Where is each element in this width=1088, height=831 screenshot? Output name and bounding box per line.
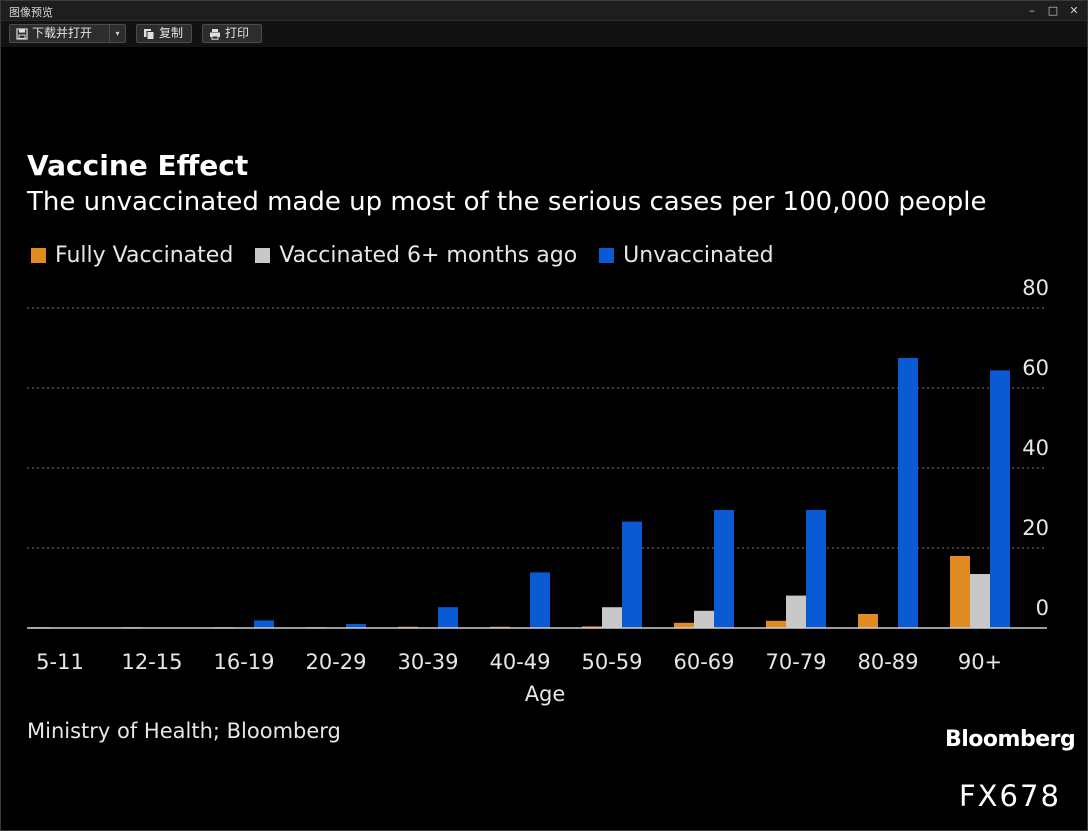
bar-fully-vaccinated-60-69 [674,622,694,628]
download-open-button[interactable]: 下载并打开 ▾ [9,24,126,43]
close-icon[interactable]: ✕ [1069,4,1079,17]
x-tick-label: 5-11 [36,650,84,674]
x-tick-label: 20-29 [305,650,366,674]
copy-icon [144,28,155,40]
source-note: Ministry of Health; Bloomberg [27,719,341,743]
bar-unvaccinated-50-59 [622,521,642,628]
bar-unvaccinated-20-29 [346,624,366,628]
bar-unvaccinated-60-69 [714,510,734,628]
maximize-icon[interactable]: □ [1047,4,1059,17]
legend-label: Fully Vaccinated [55,242,234,268]
window-title: 图像预览 [9,6,53,19]
chart-legend: Fully Vaccinated Vaccinated 6+ months ag… [31,241,796,269]
axes: 0 20 40 60 80 5-11 12-15 16-19 20-29 30-39 40-49 50… [27,276,1049,674]
bar-unvaccinated-16-19 [254,620,274,628]
bar-unvaccinated-40-49 [530,572,550,628]
bar-chart: 0 20 40 60 80 5-11 12-15 16-19 20-29 30-39 40-49 50… [27,276,1049,706]
bar-unvaccinated-70-79 [806,510,826,628]
y-tick-label: 20 [1022,516,1049,540]
bar-unvaccinated-80-89 [898,358,918,628]
x-tick-label: 50-59 [581,650,642,674]
y-tick-label: 80 [1022,276,1049,300]
x-tick-label: 30-39 [397,650,458,674]
legend-label: Unvaccinated [623,242,774,268]
fx678-watermark: FX678 [959,779,1061,813]
gridlines [27,307,1047,549]
bar-vaccinated-6-months-ago-90+ [970,574,990,628]
legend-swatch [31,247,46,263]
copy-label: 复制 [159,26,184,40]
chart-title: Vaccine Effect [27,149,249,182]
bar-fully-vaccinated-70-79 [766,620,786,628]
bar-vaccinated-6-months-ago-60-69 [694,610,714,628]
bar-unvaccinated-90+ [990,370,1010,628]
x-tick-label: 90+ [958,650,1002,674]
print-button[interactable]: 打印 [202,24,262,43]
x-tick-label: 80-89 [857,650,918,674]
printer-icon [210,28,220,40]
x-tick-label: 60-69 [673,650,734,674]
y-tick-label: 0 [1036,596,1049,620]
y-tick-label: 40 [1022,436,1049,460]
bar-vaccinated-6-months-ago-50-59 [602,607,622,628]
print-label: 打印 [225,26,250,40]
bar-unvaccinated-30-39 [438,607,458,628]
legend-label: Vaccinated 6+ months ago [279,242,578,268]
copy-button[interactable]: 复制 [136,24,192,43]
bar-fully-vaccinated-50-59 [582,626,602,628]
bloomberg-logo: Bloomberg [945,727,1076,752]
y-tick-label: 60 [1022,356,1049,380]
toolbar: 下载并打开 ▾ 复制 打印 [1,21,1087,47]
x-tick-label: 16-19 [213,650,274,674]
bar-fully-vaccinated-90+ [950,556,970,628]
x-tick-label: 40-49 [489,650,550,674]
legend-item-unvaccinated: Unvaccinated [599,242,774,268]
x-tick-label: 12-15 [121,650,182,674]
minimize-icon[interactable]: – [1029,4,1035,17]
chart-subtitle: The unvaccinated made up most of the ser… [27,187,987,217]
chevron-down-icon[interactable]: ▾ [109,25,125,42]
legend-swatch [255,247,271,263]
download-open-label: 下载并打开 [32,26,93,40]
legend-swatch [599,247,615,263]
bar-vaccinated-6-months-ago-70-79 [786,595,806,628]
legend-item-fully-vaccinated: Fully Vaccinated [31,243,233,268]
legend-item-vaccinated-6-months: Vaccinated 6+ months ago [255,243,577,268]
bars [30,358,1010,628]
title-bar: 图像预览 – □ ✕ [1,1,1087,21]
x-tick-label: 70-79 [765,650,826,674]
x-axis-label: Age [525,682,566,706]
bar-fully-vaccinated-80-89 [858,614,878,628]
save-icon [16,27,28,40]
